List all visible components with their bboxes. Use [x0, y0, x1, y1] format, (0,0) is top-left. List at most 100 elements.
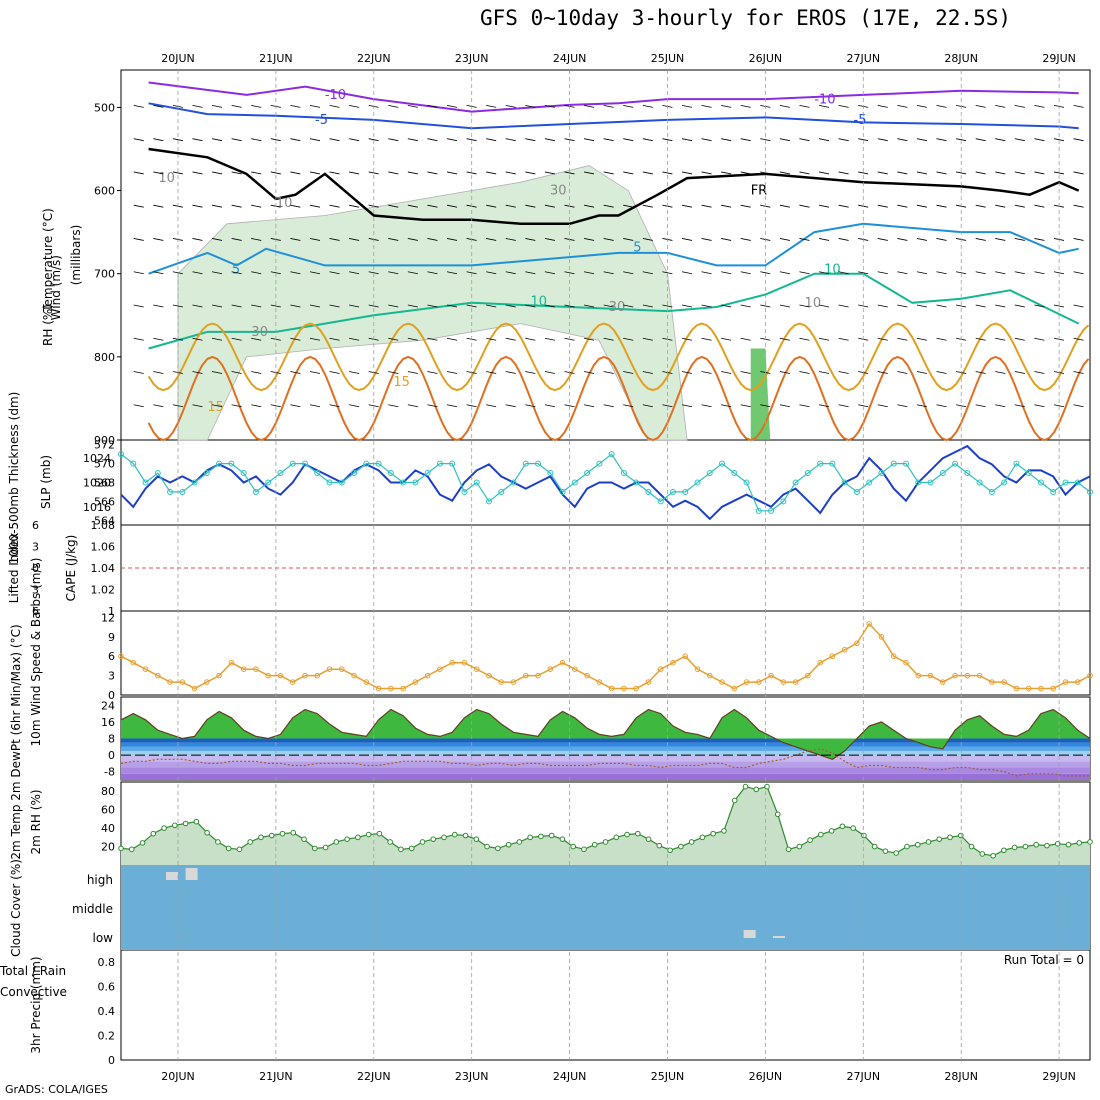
wind-barb: [407, 138, 418, 142]
wind-barb: [603, 304, 614, 308]
rh-saturated-patch: [750, 348, 771, 440]
data-point: [1022, 843, 1029, 850]
wind-barb: [936, 404, 947, 408]
data-point: [807, 837, 813, 843]
wind-barb: [623, 371, 634, 374]
data-point: [419, 839, 426, 845]
data-point: [1037, 479, 1044, 486]
data-point: [878, 470, 885, 477]
contour-label: -5: [854, 113, 867, 128]
data-point: [1044, 842, 1050, 849]
data-point: [904, 843, 910, 850]
wind-barb: [936, 138, 947, 142]
ytick-label: 0.2: [98, 1030, 116, 1043]
data-point: [756, 679, 762, 685]
wind-barb: [642, 404, 653, 408]
data-point: [719, 460, 726, 467]
wind-barb: [172, 404, 183, 408]
wind-barb: [897, 371, 908, 374]
wind-barb: [446, 371, 458, 374]
wind-barb: [133, 204, 144, 208]
wind-barb: [740, 204, 751, 208]
data-point: [522, 672, 529, 679]
wind-barb: [1014, 204, 1025, 208]
wind-barb: [544, 271, 555, 275]
wind-barb: [779, 304, 790, 308]
wind-barb: [975, 138, 986, 142]
wind-barb: [995, 238, 1006, 241]
data-point: [204, 829, 210, 836]
wind-barb: [681, 304, 693, 308]
wind-barb: [1073, 204, 1084, 208]
wind-barb: [544, 138, 555, 142]
wind-barb: [446, 304, 458, 308]
wind-barb: [251, 337, 262, 341]
wind-barbs: [133, 105, 1084, 408]
wind-barb: [486, 238, 497, 241]
data-point: [290, 829, 297, 836]
wind-barb: [818, 304, 830, 308]
legend-convective: Convective: [0, 985, 67, 999]
wind-barb: [642, 304, 653, 308]
wind-barb: [818, 138, 830, 142]
level-label: high: [87, 873, 113, 887]
wind-barb: [192, 371, 203, 374]
cold-band: [121, 773, 1090, 780]
footer-credit: GrADS: COLA/IGES: [5, 1083, 108, 1096]
data-point: [581, 846, 587, 853]
wind-barb: [681, 271, 693, 275]
wind-barb: [642, 337, 653, 341]
ytick-label: 1016: [83, 501, 111, 514]
wind-barb: [407, 204, 418, 208]
data-point: [387, 839, 393, 845]
data-point: [344, 836, 350, 842]
wind-barb: [153, 238, 164, 241]
wind-barb: [486, 371, 497, 374]
data-point: [461, 488, 468, 495]
wind-barb: [681, 337, 693, 341]
ytick-label: 566: [94, 495, 115, 508]
ylabel-temperature: Temperature (°C): [41, 208, 55, 313]
wind-barb: [995, 304, 1006, 308]
wind-barb: [427, 204, 438, 208]
wind-barb: [623, 105, 634, 108]
contour-label: 15: [393, 375, 410, 390]
wind-barb: [995, 337, 1006, 341]
data-point: [1074, 679, 1081, 685]
wind-barb: [721, 238, 732, 241]
wind-barb: [936, 337, 947, 341]
wind-barb: [936, 304, 947, 308]
ytick-label: 3: [32, 584, 39, 597]
ytick-label: 564: [94, 514, 115, 527]
wind-barb: [368, 304, 379, 308]
data-point: [979, 851, 986, 857]
wind-barb: [368, 404, 379, 408]
data-point: [721, 828, 727, 834]
wind-barb: [799, 171, 810, 175]
data-point: [682, 488, 689, 495]
data-point: [936, 836, 943, 842]
data-point: [915, 479, 922, 486]
data-point: [191, 479, 198, 486]
data-point: [1001, 847, 1007, 854]
ytick-label: 900: [94, 434, 115, 447]
data-point: [277, 672, 284, 679]
wind-barb: [1014, 138, 1025, 142]
wind-barb: [153, 138, 164, 142]
wind-barb: [662, 404, 673, 408]
contour-label: 5: [232, 263, 240, 278]
data-point: [547, 666, 554, 672]
data-point: [247, 839, 253, 845]
wind-barb: [251, 105, 262, 108]
wind-barb: [779, 371, 790, 374]
wind-barb: [486, 204, 497, 208]
data-point: [333, 839, 340, 845]
wind-barb: [407, 171, 418, 175]
data-point: [1033, 841, 1039, 848]
data-point: [608, 451, 615, 458]
wind-barb: [877, 138, 888, 142]
data-point: [829, 653, 836, 660]
wind-barb: [349, 304, 360, 308]
data-point: [768, 672, 774, 679]
data-point: [780, 679, 787, 685]
